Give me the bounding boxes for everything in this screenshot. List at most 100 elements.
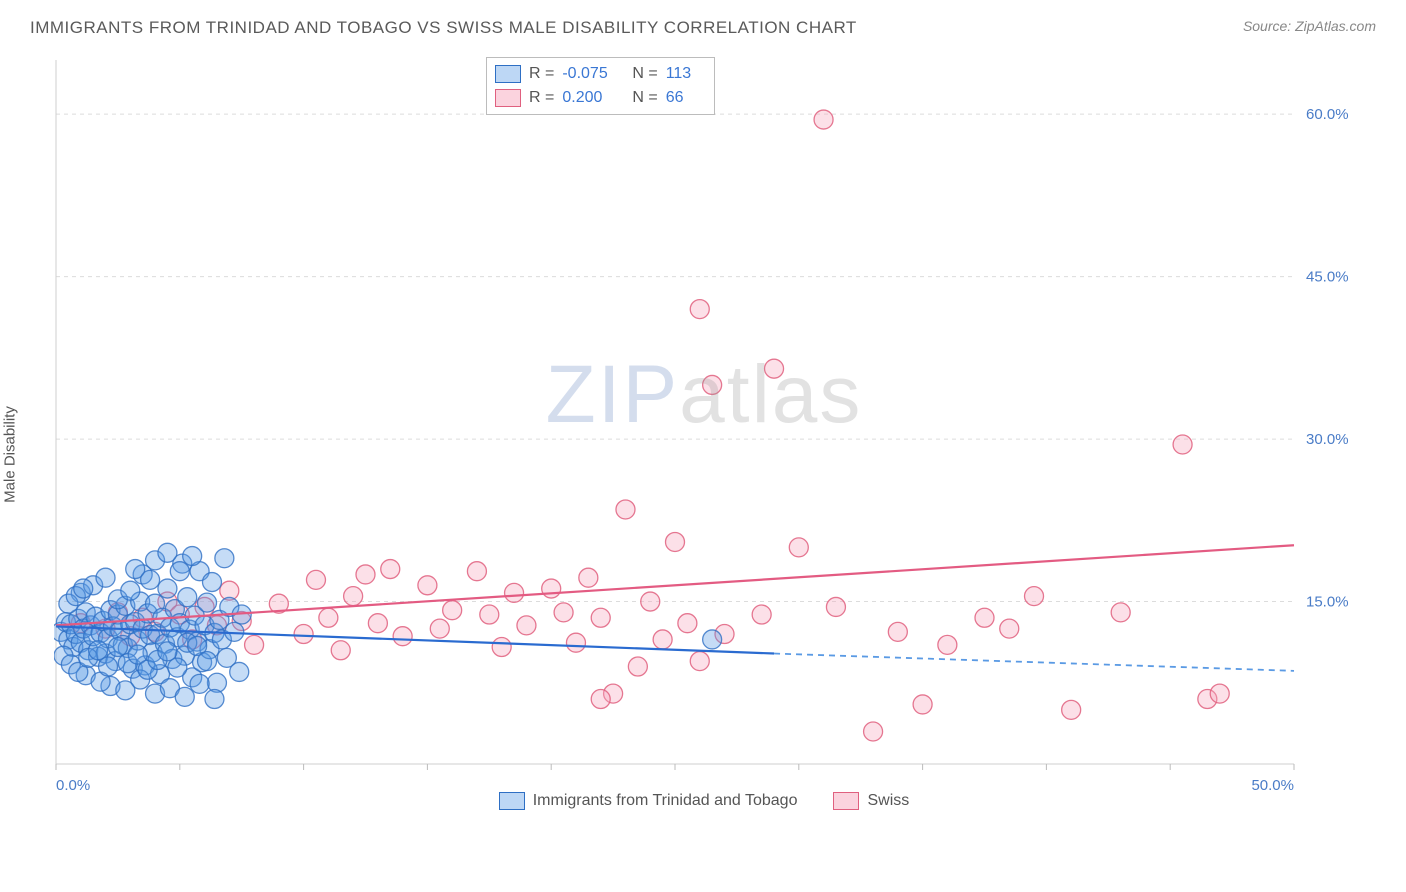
svg-text:15.0%: 15.0% <box>1306 594 1349 611</box>
point-pink <box>566 633 585 652</box>
point-pink <box>1173 435 1192 454</box>
point-pink <box>381 560 400 579</box>
point-pink <box>1062 700 1081 719</box>
legend-row-blue: R = -0.075 N = 113 <box>495 62 702 86</box>
legend-r-value-pink: 0.200 <box>562 89 624 107</box>
point-pink <box>1111 603 1130 622</box>
point-blue <box>190 674 209 693</box>
point-blue <box>230 662 249 681</box>
point-pink <box>492 638 511 657</box>
point-pink <box>319 608 338 627</box>
chart-area: ZIPatlas 15.0%30.0%45.0%60.0%0.0%50.0% R… <box>54 60 1354 822</box>
point-pink <box>864 722 883 741</box>
point-pink <box>480 605 499 624</box>
point-blue <box>158 579 177 598</box>
point-pink <box>554 603 573 622</box>
legend-row-pink: R = 0.200 N = 66 <box>495 86 702 110</box>
legend-label-pink: Swiss <box>867 792 909 810</box>
point-pink <box>517 616 536 635</box>
trendline-blue-dashed <box>774 654 1294 671</box>
point-blue <box>215 549 234 568</box>
point-pink <box>641 592 660 611</box>
series-legend: Immigrants from Trinidad and Tobago Swis… <box>54 792 1354 810</box>
legend-item-pink: Swiss <box>833 792 909 810</box>
point-pink <box>690 300 709 319</box>
point-pink <box>1000 619 1019 638</box>
svg-text:30.0%: 30.0% <box>1306 431 1349 448</box>
point-pink <box>814 110 833 129</box>
legend-n-label: N = <box>632 65 657 83</box>
legend-r-label: R = <box>529 89 554 107</box>
point-pink <box>765 359 784 378</box>
point-pink <box>418 576 437 595</box>
point-pink <box>579 568 598 587</box>
point-pink <box>344 587 363 606</box>
scatter-chart: 15.0%30.0%45.0%60.0%0.0%50.0% <box>54 60 1354 822</box>
point-pink <box>628 657 647 676</box>
legend-r-value-blue: -0.075 <box>562 65 624 83</box>
point-blue <box>202 573 221 592</box>
point-pink <box>653 630 672 649</box>
point-pink <box>430 619 449 638</box>
point-pink <box>393 627 412 646</box>
point-pink <box>690 652 709 671</box>
point-pink <box>356 565 375 584</box>
point-blue <box>158 543 177 562</box>
point-pink <box>294 625 313 644</box>
legend-n-value-blue: 113 <box>666 65 702 83</box>
point-pink <box>888 622 907 641</box>
y-axis-label: Male Disability <box>2 406 19 503</box>
point-blue <box>175 687 194 706</box>
point-pink <box>975 608 994 627</box>
swatch-blue <box>499 792 525 810</box>
point-pink <box>542 579 561 598</box>
point-pink <box>913 695 932 714</box>
chart-title: IMMIGRANTS FROM TRINIDAD AND TOBAGO VS S… <box>30 18 857 38</box>
source-credit: Source: ZipAtlas.com <box>1243 18 1376 34</box>
point-pink <box>678 614 697 633</box>
point-pink <box>306 570 325 589</box>
legend-n-label: N = <box>632 89 657 107</box>
point-blue <box>96 568 115 587</box>
swatch-blue <box>495 65 521 83</box>
point-blue <box>703 630 722 649</box>
svg-text:60.0%: 60.0% <box>1306 106 1349 123</box>
point-pink <box>331 641 350 660</box>
point-pink <box>703 375 722 394</box>
point-pink <box>1210 684 1229 703</box>
point-blue <box>141 570 160 589</box>
legend-n-value-pink: 66 <box>666 89 702 107</box>
point-pink <box>245 635 264 654</box>
point-pink <box>467 562 486 581</box>
swatch-pink <box>833 792 859 810</box>
legend-item-blue: Immigrants from Trinidad and Tobago <box>499 792 798 810</box>
point-blue <box>178 588 197 607</box>
source-prefix: Source: <box>1243 18 1295 34</box>
source-name: ZipAtlas.com <box>1295 18 1376 34</box>
point-blue <box>170 562 189 581</box>
point-pink <box>443 601 462 620</box>
point-blue <box>168 658 187 677</box>
point-pink <box>789 538 808 557</box>
point-pink <box>591 608 610 627</box>
legend-label-blue: Immigrants from Trinidad and Tobago <box>533 792 798 810</box>
point-blue <box>121 581 140 600</box>
legend-r-label: R = <box>529 65 554 83</box>
point-blue <box>98 657 117 676</box>
header: IMMIGRANTS FROM TRINIDAD AND TOBAGO VS S… <box>0 0 1406 38</box>
correlation-legend: R = -0.075 N = 113 R = 0.200 N = 66 <box>486 57 715 115</box>
point-blue <box>198 652 217 671</box>
point-blue <box>74 579 93 598</box>
swatch-pink <box>495 89 521 107</box>
point-blue <box>205 690 224 709</box>
trendline-pink <box>56 545 1294 625</box>
point-pink <box>826 597 845 616</box>
point-pink <box>1025 587 1044 606</box>
point-pink <box>616 500 635 519</box>
point-pink <box>752 605 771 624</box>
svg-text:45.0%: 45.0% <box>1306 269 1349 286</box>
point-pink <box>938 635 957 654</box>
point-pink <box>368 614 387 633</box>
point-pink <box>591 690 610 709</box>
point-pink <box>505 583 524 602</box>
